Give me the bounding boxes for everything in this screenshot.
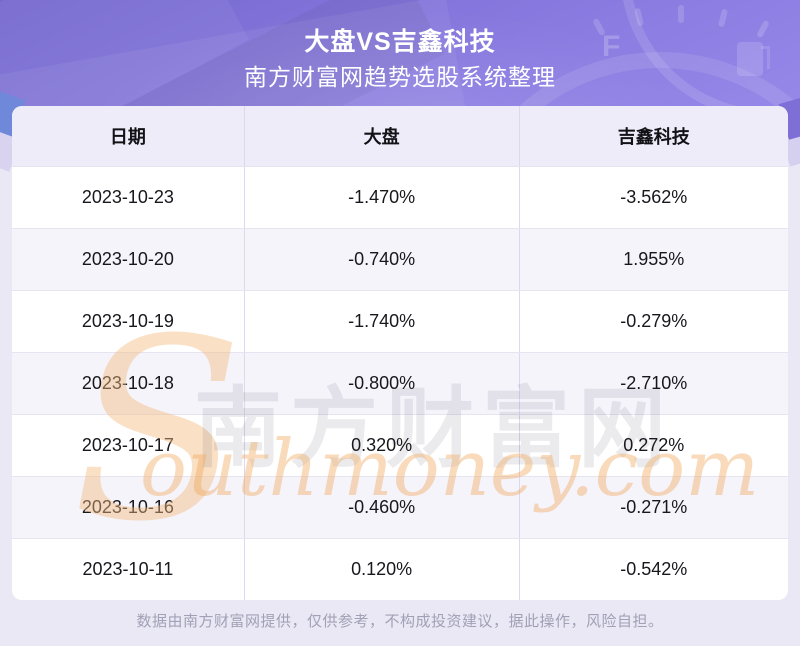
- cell-date: 2023-10-16: [12, 477, 245, 538]
- table-row: 2023-10-19 -1.740% -0.279%: [12, 290, 788, 352]
- page-title: 大盘VS吉鑫科技: [304, 28, 496, 56]
- table-row: 2023-10-16 -0.460% -0.271%: [12, 476, 788, 538]
- cell-percent-value: -0.800%: [245, 353, 520, 414]
- gauge-tick-icon: [678, 5, 684, 23]
- cell-percent-value: -1.470%: [245, 167, 520, 228]
- disclaimer-text: 数据由南方财富网提供，仅供参考，不构成投资建议，据此操作，风险自担。: [136, 613, 664, 630]
- cell-date: 2023-10-19: [12, 291, 245, 352]
- cell-percent-value: -0.279%: [620, 311, 688, 331]
- cell-date: 2023-10-17: [12, 415, 245, 476]
- cell-date: 2023-10-20: [12, 229, 245, 290]
- page-subtitle: 南方财富网趋势选股系统整理: [244, 64, 556, 90]
- table-row: 2023-10-17 0.320% 0.272%: [12, 414, 788, 476]
- column-header: 日期: [12, 106, 245, 166]
- cell-percent-value: -2.710%: [620, 373, 688, 393]
- table-row: 2023-10-20 -0.740% 1.955%: [12, 228, 788, 290]
- cell-percent-value: -0.271%: [620, 497, 688, 517]
- header-banner: F 大盘VS吉鑫科技 南方财富网趋势选股系统整理: [0, 0, 800, 106]
- cell-percent-value: 0.272%: [623, 435, 685, 455]
- table-row: 2023-10-23 -1.470% -3.562%: [12, 166, 788, 228]
- cell-percent-value: -1.740%: [245, 291, 520, 352]
- cell-percent-value: 0.320%: [245, 415, 520, 476]
- table-body: 2023-10-23 -1.470% -3.562% 2023-10-20 -0.740…: [12, 166, 788, 600]
- cell-date: 2023-10-18: [12, 353, 245, 414]
- table-row: 2023-10-18 -0.800% -2.710%: [12, 352, 788, 414]
- table-row: 2023-10-11 0.120% -0.542%: [12, 538, 788, 600]
- cell-percent-value: -3.562%: [620, 187, 688, 207]
- data-table-card: 日期 大盘 吉鑫科技 2023-10-23 -1.470% -3.562% 2023-10…: [12, 106, 788, 600]
- cell-percent-value: -0.542%: [620, 559, 688, 579]
- cell-percent-value: 1.955%: [623, 249, 685, 269]
- cell-date: 2023-10-11: [12, 539, 245, 600]
- cell-date: 2023-10-23: [12, 167, 245, 228]
- cell-percent-value: 0.120%: [245, 539, 520, 600]
- cell-percent-value: -0.740%: [245, 229, 520, 290]
- table-header-row: 日期 大盘 吉鑫科技: [12, 106, 788, 166]
- column-header: 吉鑫科技: [617, 127, 690, 147]
- column-header: 大盘: [245, 106, 520, 166]
- cell-percent-value: -0.460%: [245, 477, 520, 538]
